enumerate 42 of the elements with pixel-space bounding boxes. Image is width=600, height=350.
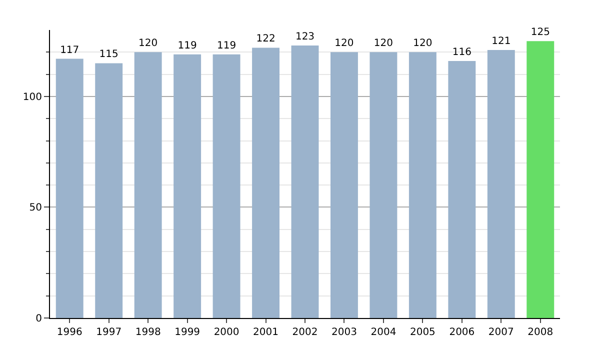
- data-label: 119: [216, 40, 236, 52]
- bar: [448, 61, 476, 318]
- bar: [291, 46, 319, 318]
- data-label: 122: [256, 34, 276, 45]
- data-label: 115: [99, 49, 118, 60]
- x-tick-label: 1999: [174, 327, 200, 338]
- data-label: 125: [530, 27, 550, 38]
- bar: [56, 58, 84, 318]
- bar: [526, 41, 554, 318]
- bar: [134, 52, 162, 318]
- x-tick-label: 2002: [292, 327, 318, 338]
- x-tick-label: 2004: [370, 327, 396, 338]
- x-tick-label: 2003: [332, 327, 357, 338]
- x-tick-label: 2000: [214, 327, 240, 338]
- data-label: 120: [374, 38, 394, 50]
- data-label: 117: [60, 44, 80, 56]
- x-tick-label: 2005: [410, 327, 436, 338]
- x-tick-label: 2008: [528, 327, 554, 338]
- y-tick-label: 0: [36, 314, 42, 324]
- x-tick-label: 2007: [488, 327, 514, 338]
- bar: [252, 48, 280, 318]
- bar: [370, 52, 398, 318]
- data-label: 116: [452, 47, 472, 58]
- x-tick-label: 1998: [135, 327, 161, 338]
- data-label: 123: [295, 32, 315, 43]
- data-label: 120: [413, 38, 432, 50]
- bar: [487, 50, 515, 318]
- y-tick-label: 100: [22, 92, 42, 103]
- x-tick-label: 2001: [253, 327, 278, 338]
- bar: [174, 54, 202, 318]
- x-tick-label: 1997: [96, 327, 122, 338]
- bar: [212, 54, 240, 318]
- bar: [95, 63, 123, 318]
- bar: [408, 52, 436, 318]
- data-label: 120: [334, 38, 354, 50]
- data-label: 119: [178, 40, 197, 52]
- y-tick-label: 50: [29, 202, 42, 214]
- x-tick-label: 1996: [56, 327, 82, 338]
- data-label: 120: [138, 38, 158, 50]
- x-tick-label: 2006: [449, 327, 475, 338]
- data-label: 121: [492, 36, 511, 47]
- bar: [330, 52, 358, 318]
